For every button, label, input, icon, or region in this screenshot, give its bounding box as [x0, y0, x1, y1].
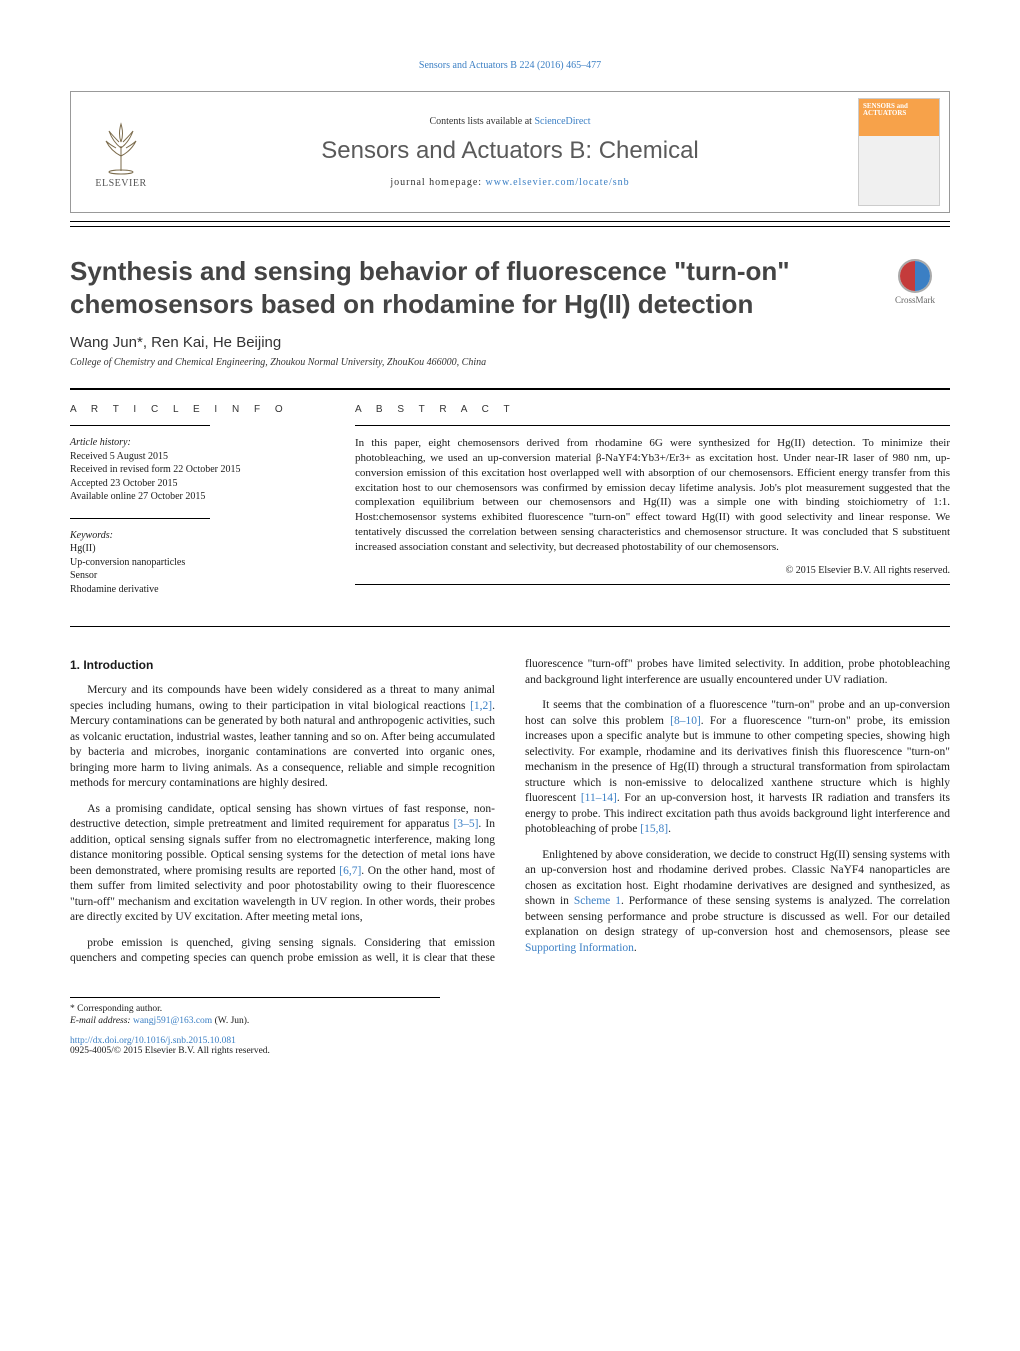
body-paragraph: As a promising candidate, optical sensin… [70, 802, 495, 926]
email-prefix: E-mail address: [70, 1016, 133, 1026]
journal-reference: Sensors and Actuators B 224 (2016) 465–4… [70, 60, 950, 71]
keyword-item: Sensor [70, 569, 325, 583]
article-history-header: Article history: [70, 436, 325, 450]
contents-prefix: Contents lists available at [429, 116, 534, 127]
cover-thumb-title: SENSORS and ACTUATORS [863, 103, 939, 117]
ref-link[interactable]: [11–14] [581, 792, 617, 804]
authors-line: Wang Jun*, Ren Kai, He Beijing [70, 334, 950, 351]
post-abstract-rule [70, 626, 950, 627]
keyword-item: Rhodamine derivative [70, 583, 325, 597]
affiliation: College of Chemistry and Chemical Engine… [70, 357, 950, 368]
corresponding-author-note: * Corresponding author. [70, 1004, 440, 1014]
revised-date: Received in revised form 22 October 2015 [70, 463, 325, 477]
article-title: Synthesis and sensing behavior of fluore… [70, 255, 860, 320]
footnotes: * Corresponding author. E-mail address: … [70, 997, 440, 1026]
elsevier-tree-icon [91, 116, 151, 176]
journal-cover-thumb: SENSORS and ACTUATORS [858, 98, 940, 206]
accepted-date: Accepted 23 October 2015 [70, 477, 325, 491]
online-date: Available online 27 October 2015 [70, 490, 325, 504]
keyword-item: Hg(II) [70, 542, 325, 556]
ref-link[interactable]: [6,7] [339, 865, 361, 877]
journal-homepage-link[interactable]: www.elsevier.com/locate/snb [486, 177, 630, 188]
body-paragraph: It seems that the combination of a fluor… [525, 698, 950, 838]
crossmark-label: CrossMark [895, 295, 935, 305]
doi-link[interactable]: http://dx.doi.org/10.1016/j.snb.2015.10.… [70, 1036, 236, 1046]
doi-block: http://dx.doi.org/10.1016/j.snb.2015.10.… [70, 1036, 950, 1056]
keywords-block: Keywords: Hg(II) Up-conversion nanoparti… [70, 529, 325, 597]
keyword-item: Up-conversion nanoparticles [70, 556, 325, 570]
keywords-header: Keywords: [70, 529, 325, 543]
abstract-rule-bottom [355, 584, 950, 585]
article-history-block: Article history: Received 5 August 2015 … [70, 436, 325, 504]
sciencedirect-link[interactable]: ScienceDirect [534, 116, 590, 127]
info-rule-2 [70, 518, 210, 519]
crossmark-icon [898, 259, 932, 293]
header-rule-2 [70, 226, 950, 227]
ref-link[interactable]: Scheme 1 [574, 895, 621, 907]
ref-link[interactable]: [8–10] [670, 715, 701, 727]
authors-text: Wang Jun*, Ren Kai, He Beijing [70, 334, 281, 351]
article-info-column: A R T I C L E I N F O Article history: R… [70, 390, 325, 610]
abstract-text: In this paper, eight chemosensors derive… [355, 436, 950, 555]
author-email-link[interactable]: wangj591@163.com [133, 1016, 212, 1026]
received-date: Received 5 August 2015 [70, 450, 325, 464]
journal-homepage-line: journal homepage: www.elsevier.com/locat… [390, 177, 629, 188]
issn-copyright: 0925-4005/© 2015 Elsevier B.V. All right… [70, 1046, 950, 1056]
abstract-rule-top [355, 425, 950, 426]
article-info-label: A R T I C L E I N F O [70, 404, 325, 415]
section-1-heading: 1. Introduction [70, 657, 495, 673]
ref-link[interactable]: [15,8] [640, 823, 668, 835]
ref-link[interactable]: [1,2] [470, 700, 492, 712]
ref-link[interactable]: [3–5] [454, 818, 479, 830]
body-paragraph: Enlightened by above consideration, we d… [525, 848, 950, 957]
elsevier-logo-cell: ELSEVIER [71, 92, 171, 212]
journal-name: Sensors and Actuators B: Chemical [321, 137, 699, 165]
crossmark-badge[interactable]: CrossMark [880, 259, 950, 305]
email-suffix: (W. Jun). [212, 1016, 249, 1026]
abstract-label: A B S T R A C T [355, 404, 950, 415]
abstract-column: A B S T R A C T In this paper, eight che… [355, 390, 950, 610]
abstract-copyright: © 2015 Elsevier B.V. All rights reserved… [355, 565, 950, 576]
email-line: E-mail address: wangj591@163.com (W. Jun… [70, 1016, 440, 1026]
body-two-column: 1. Introduction Mercury and its compound… [70, 657, 950, 967]
contents-lists-line: Contents lists available at ScienceDirec… [429, 116, 590, 127]
body-paragraph: Mercury and its compounds have been wide… [70, 683, 495, 792]
journal-header-box: ELSEVIER Contents lists available at Sci… [70, 91, 950, 213]
info-rule-1 [70, 425, 210, 426]
journal-cover-cell: SENSORS and ACTUATORS [849, 92, 949, 212]
elsevier-label: ELSEVIER [95, 178, 146, 189]
homepage-prefix: journal homepage: [390, 177, 485, 188]
header-center: Contents lists available at ScienceDirec… [171, 92, 849, 212]
ref-link[interactable]: Supporting Information [525, 942, 634, 954]
